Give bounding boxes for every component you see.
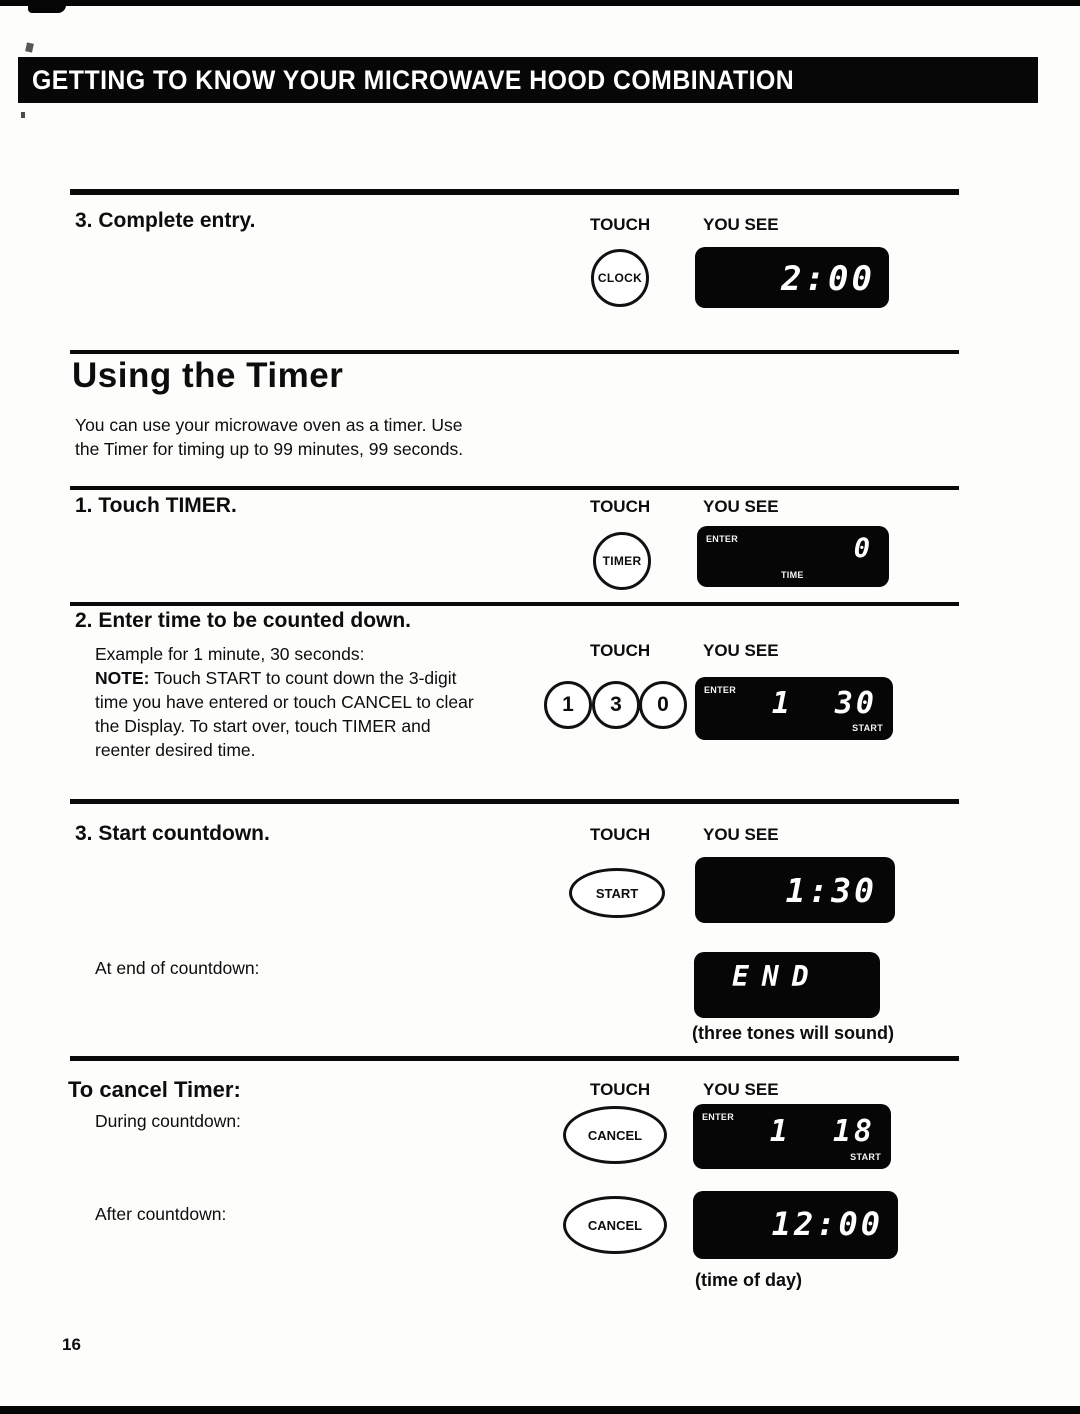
digit-3-button-illustration: 3 — [592, 681, 640, 729]
timer-button-illustration: TIMER — [593, 532, 651, 590]
clock-button-label: CLOCK — [597, 271, 643, 285]
led-display-clock: 2:00 — [695, 247, 889, 308]
section-divider — [70, 350, 959, 354]
section-divider — [70, 602, 959, 606]
start-button-label: START — [595, 885, 639, 901]
heading-cancel-timer: To cancel Timer: — [68, 1077, 241, 1102]
scan-bottom-edge — [0, 1406, 1080, 1414]
note-text: Touch START to count down the 3-digit ti… — [95, 668, 474, 760]
enter-indicator: ENTER — [704, 685, 737, 695]
you-see-column-header: YOU SEE — [703, 641, 779, 660]
you-see-column-header: YOU SEE — [703, 497, 779, 516]
you-see-column-header: YOU SEE — [703, 215, 779, 234]
clock-button-illustration: CLOCK — [591, 249, 649, 307]
enter-indicator: ENTER — [702, 1112, 735, 1122]
digit-0-label: 0 — [657, 693, 669, 716]
section-divider — [70, 189, 959, 195]
intro-paragraph: You can use your microwave oven as a tim… — [75, 415, 464, 459]
led-display-countdown: 1:30 — [695, 857, 895, 923]
led-digits: 1:30 — [785, 871, 877, 910]
scan-artifact — [25, 42, 34, 53]
during-countdown-label: During countdown: — [95, 1111, 241, 1131]
after-countdown-label: After countdown: — [95, 1204, 227, 1224]
led-display-timer-ready: ENTER 0 TIME — [697, 526, 889, 587]
heading-start-countdown: 3. Start countdown. — [75, 822, 270, 845]
led-digits: 12:00 — [771, 1205, 883, 1243]
led-display-time-of-day: 12:00 — [693, 1191, 898, 1259]
start-indicator: START — [852, 723, 883, 733]
three-tones-caption: (three tones will sound) — [692, 1023, 895, 1043]
led-display-time-entered: ENTER 1 30 START — [695, 677, 893, 740]
start-button-illustration: START — [569, 868, 665, 918]
chapter-title: GETTING TO KNOW YOUR MICROWAVE HOOD COMB… — [32, 64, 795, 95]
touch-column-header: TOUCH — [590, 1080, 651, 1099]
led-display-end: END — [694, 952, 880, 1018]
led-digits: 0 — [853, 533, 873, 564]
page-number: 16 — [62, 1335, 81, 1354]
touch-column-header: TOUCH — [590, 641, 651, 660]
digit-0-button-illustration: 0 — [639, 681, 687, 729]
touch-column-header: TOUCH — [590, 215, 651, 234]
led-digits: 1 30 — [771, 686, 877, 721]
time-indicator: TIME — [781, 570, 804, 580]
led-digits: 2:00 — [781, 259, 875, 299]
touch-column-header: TOUCH — [590, 497, 651, 516]
scan-artifact — [28, 0, 66, 13]
cancel-button-label: CANCEL — [587, 1127, 643, 1143]
you-see-column-header: YOU SEE — [703, 825, 779, 844]
digit-3-label: 3 — [610, 693, 622, 716]
scan-top-edge — [0, 0, 1080, 6]
note-label: NOTE: — [95, 668, 150, 688]
cancel-button-label: CANCEL — [587, 1217, 643, 1233]
section-divider — [70, 486, 959, 490]
heading-complete-entry: 3. Complete entry. — [75, 209, 256, 232]
time-of-day-caption: (time of day) — [695, 1270, 803, 1290]
timer-button-label: TIMER — [602, 554, 642, 568]
touch-column-header: TOUCH — [590, 825, 651, 844]
chapter-header-bar: GETTING TO KNOW YOUR MICROWAVE HOOD COMB… — [18, 57, 1038, 103]
scan-artifact — [21, 112, 25, 118]
note-paragraph: NOTE: Touch START to count down the 3-di… — [95, 666, 507, 762]
digit-1-label: 1 — [562, 693, 574, 716]
heading-touch-timer: 1. Touch TIMER. — [75, 494, 237, 517]
led-digits: 1 18 — [769, 1114, 875, 1149]
led-display-cancel-during: ENTER 1 18 START — [693, 1104, 891, 1169]
led-digits: END — [732, 960, 822, 993]
digit-1-button-illustration: 1 — [544, 681, 592, 729]
example-line: Example for 1 minute, 30 seconds: — [95, 644, 365, 664]
cancel-button-illustration: CANCEL — [563, 1196, 667, 1254]
cancel-button-illustration: CANCEL — [563, 1106, 667, 1164]
page-title: Using the Timer — [72, 356, 344, 395]
section-divider — [70, 1056, 959, 1061]
heading-enter-time: 2. Enter time to be counted down. — [75, 609, 412, 632]
end-of-countdown-label: At end of countdown: — [95, 958, 260, 978]
you-see-column-header: YOU SEE — [703, 1080, 779, 1099]
start-indicator: START — [850, 1152, 881, 1162]
enter-indicator: ENTER — [706, 534, 739, 544]
section-divider — [70, 799, 959, 804]
